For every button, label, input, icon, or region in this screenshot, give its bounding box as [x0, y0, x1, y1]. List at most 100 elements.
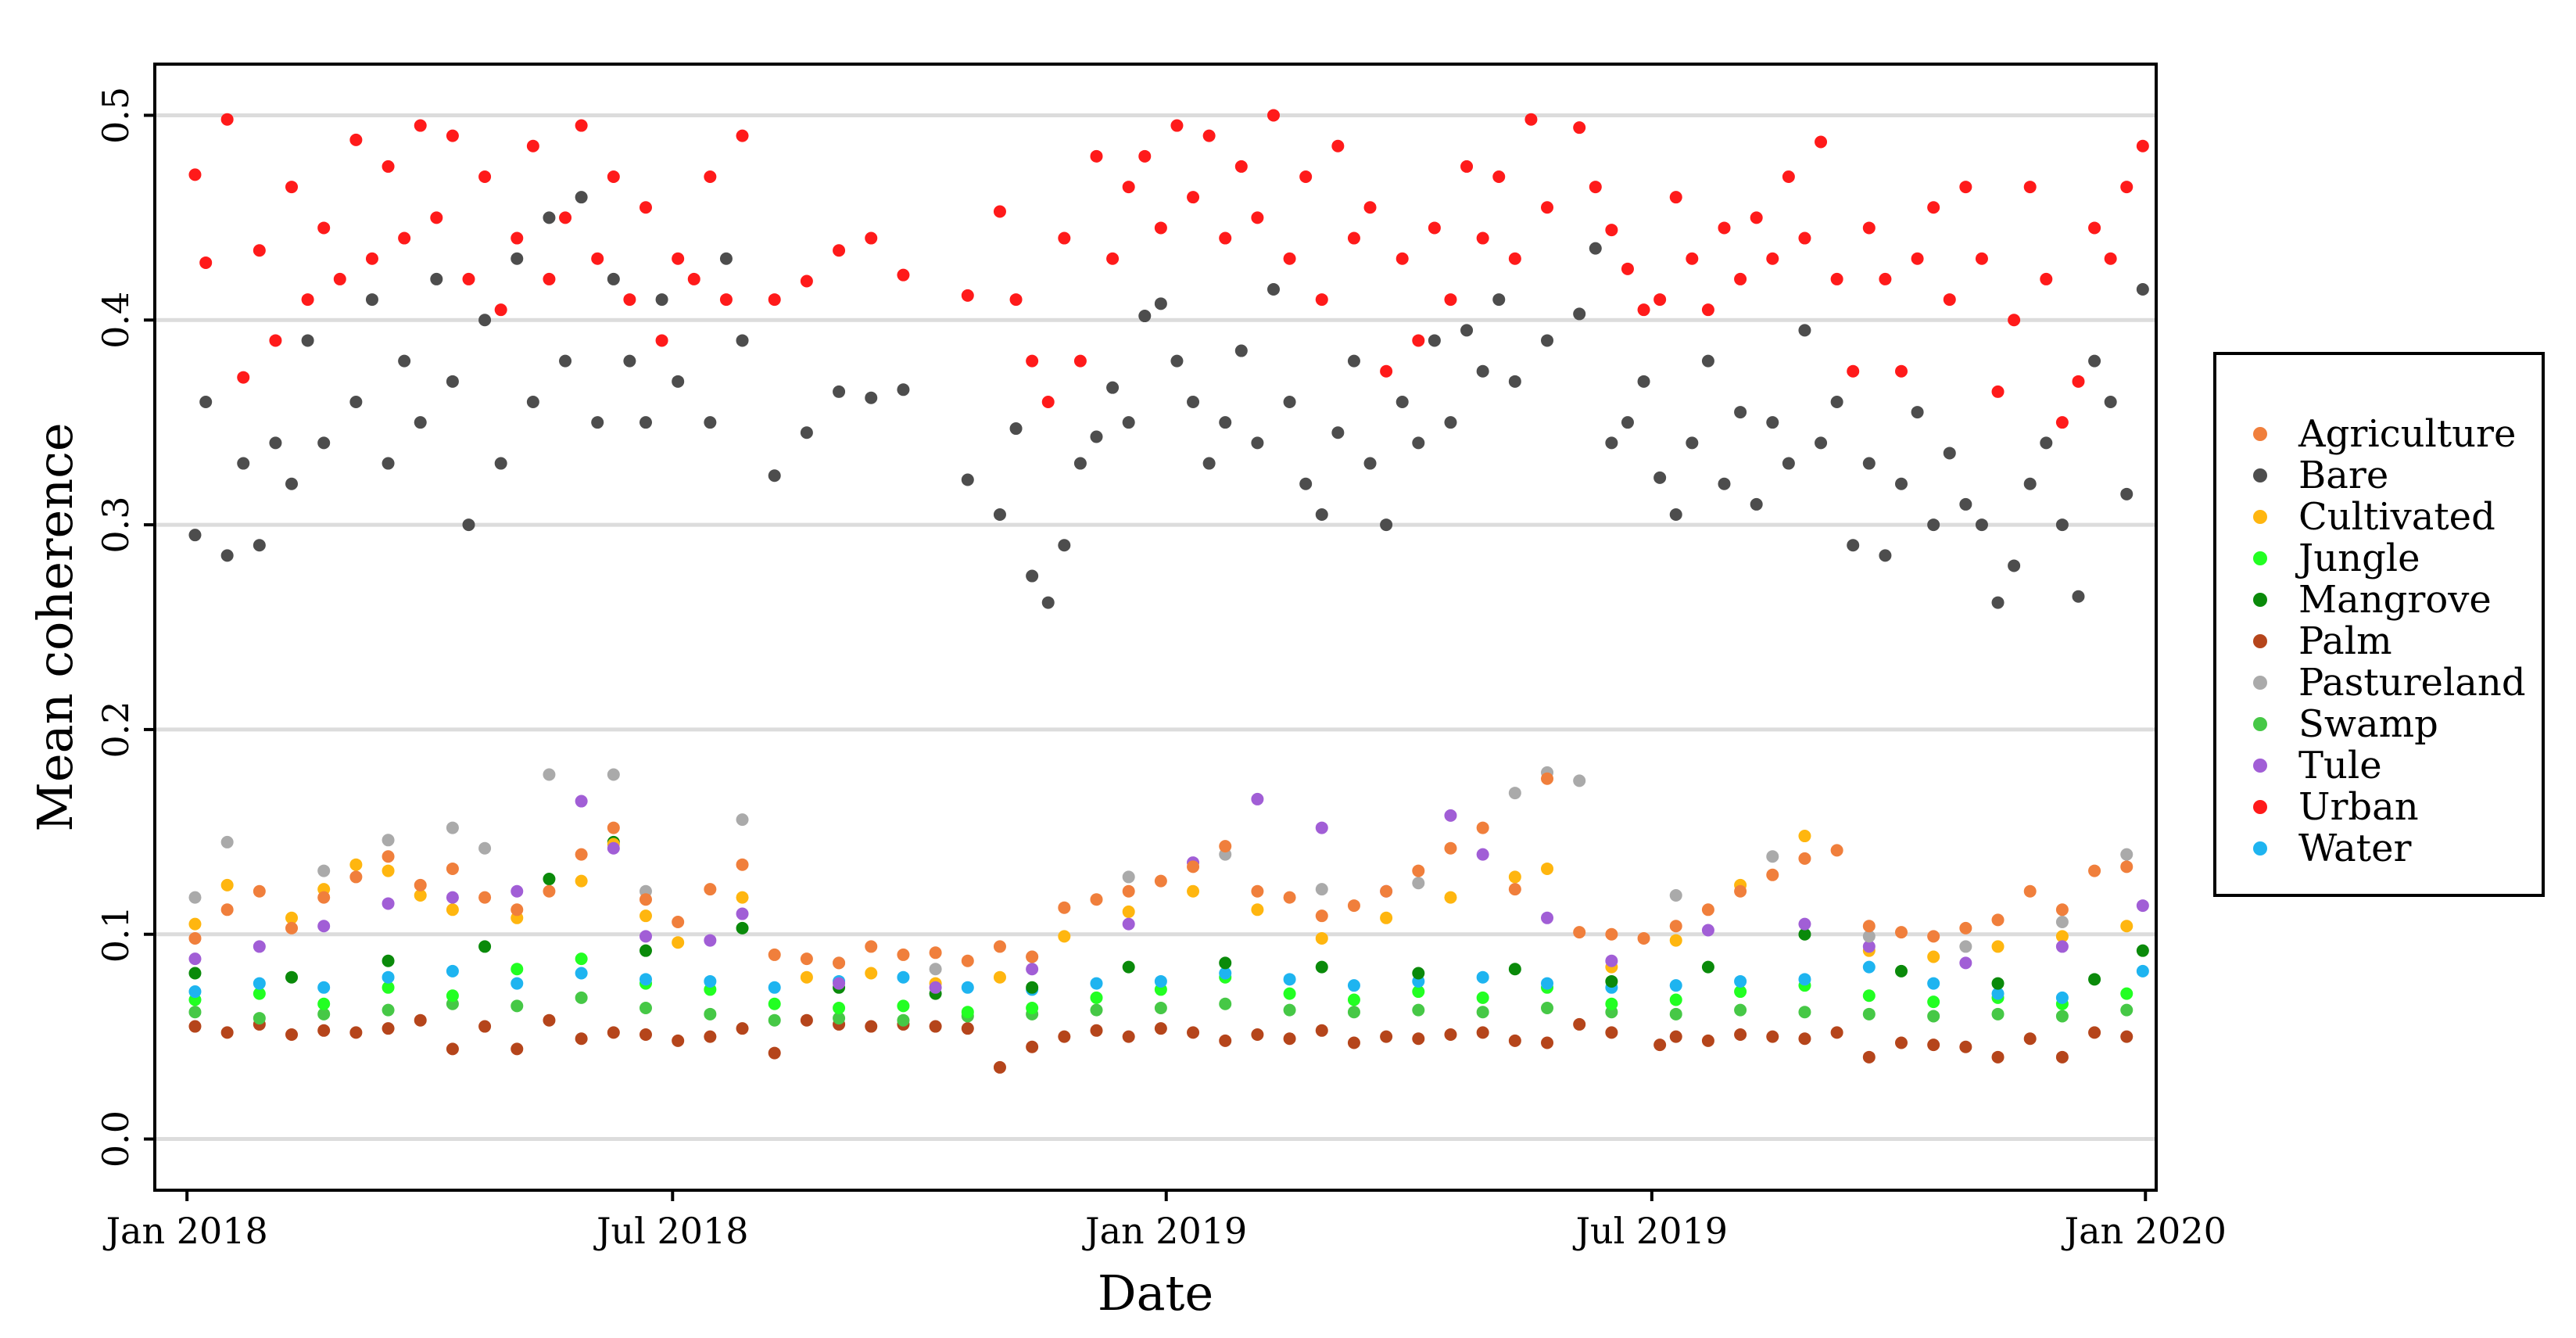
legend-label: Jungle: [2295, 536, 2420, 580]
point-palm: [1476, 1026, 1489, 1039]
point-agriculture: [414, 878, 427, 891]
point-mangrove: [2088, 973, 2101, 986]
point-urban: [543, 272, 556, 285]
point-bare: [1830, 396, 1843, 408]
point-urban: [575, 119, 588, 132]
point-palm: [349, 1026, 363, 1039]
point-cultivated: [1315, 931, 1328, 945]
point-jungle: [833, 1001, 846, 1014]
point-swamp: [833, 1012, 846, 1025]
legend-item-palm: Palm: [2253, 619, 2392, 663]
point-agriculture: [1058, 901, 1071, 914]
point-bare: [591, 416, 604, 429]
point-palm: [736, 1022, 749, 1035]
point-agriculture: [704, 883, 717, 896]
point-cultivated: [285, 911, 299, 924]
legend-label: Palm: [2298, 619, 2392, 663]
point-urban: [1959, 181, 1972, 194]
point-urban: [1380, 364, 1393, 378]
y-tick-label: 0.2: [95, 701, 137, 758]
point-bare: [1058, 539, 1071, 552]
point-bare: [1815, 436, 1828, 450]
point-mangrove: [2136, 944, 2149, 957]
point-water: [2136, 964, 2149, 977]
point-urban: [704, 170, 717, 183]
point-jungle: [1605, 997, 1618, 1010]
point-agriculture: [511, 903, 524, 917]
point-bare: [736, 334, 749, 347]
point-pastureland: [478, 841, 492, 855]
point-mangrove: [1412, 967, 1425, 980]
point-cultivated: [2055, 930, 2069, 943]
point-urban: [1830, 272, 1843, 285]
point-palm: [639, 1028, 652, 1042]
point-agriculture: [446, 862, 459, 875]
point-palm: [1090, 1024, 1103, 1037]
point-palm: [607, 1026, 620, 1039]
point-palm: [993, 1060, 1006, 1074]
point-swamp: [897, 1013, 910, 1027]
point-agriculture: [478, 891, 492, 904]
point-pastureland: [1508, 787, 1521, 800]
point-urban: [1476, 231, 1489, 245]
point-swamp: [1991, 1007, 2005, 1021]
point-cultivated: [800, 970, 813, 984]
point-mangrove: [1508, 963, 1521, 976]
point-bare: [1669, 508, 1682, 521]
point-urban: [1041, 396, 1055, 408]
point-palm: [672, 1034, 685, 1047]
point-agriculture: [2023, 884, 2037, 898]
point-urban: [1412, 334, 1425, 347]
point-bare: [1090, 430, 1103, 443]
point-urban: [2120, 181, 2134, 194]
point-palm: [1380, 1030, 1393, 1043]
point-bare: [1106, 381, 1120, 394]
point-jungle: [897, 999, 910, 1013]
legend-item-urban: Urban: [2253, 785, 2419, 829]
point-urban: [1541, 201, 1554, 214]
point-tule: [446, 891, 459, 904]
point-urban: [2023, 181, 2037, 194]
point-bare: [1234, 344, 1248, 357]
point-palm: [961, 1022, 974, 1035]
point-bare: [1363, 457, 1377, 470]
point-agriculture: [1315, 909, 1328, 923]
point-bare: [1959, 497, 1972, 511]
point-swamp: [1669, 1007, 1682, 1021]
point-tule: [639, 930, 652, 943]
point-cultivated: [736, 891, 749, 904]
point-agriculture: [1701, 903, 1714, 917]
point-agriculture: [188, 931, 202, 945]
point-bare: [1798, 324, 1811, 337]
point-cultivated: [575, 874, 588, 888]
point-agriculture: [607, 821, 620, 834]
legend-swatch: [2253, 717, 2267, 731]
point-urban: [1847, 364, 1860, 378]
point-urban: [220, 113, 234, 126]
point-palm: [220, 1026, 234, 1039]
point-bare: [1847, 539, 1860, 552]
point-swamp: [1154, 1001, 1167, 1014]
point-jungle: [961, 1006, 974, 1019]
point-bare: [1073, 457, 1087, 470]
point-urban: [1943, 293, 1956, 307]
point-urban: [1202, 129, 1216, 142]
point-palm: [1187, 1026, 1200, 1039]
point-mangrove: [1605, 974, 1618, 988]
point-swamp: [1476, 1006, 1489, 1019]
point-pastureland: [382, 834, 395, 847]
point-palm: [446, 1042, 459, 1056]
legend-item-swamp: Swamp: [2253, 702, 2438, 746]
point-bare: [285, 477, 299, 490]
point-urban: [333, 272, 346, 285]
point-urban: [2008, 314, 2021, 327]
point-urban: [446, 129, 459, 142]
point-palm: [704, 1030, 717, 1043]
point-urban: [2040, 272, 2053, 285]
point-urban: [1315, 293, 1328, 307]
point-cultivated: [672, 936, 685, 949]
point-swamp: [575, 991, 588, 1004]
point-urban: [414, 119, 427, 132]
point-urban: [1347, 231, 1360, 245]
point-bare: [1444, 416, 1457, 429]
